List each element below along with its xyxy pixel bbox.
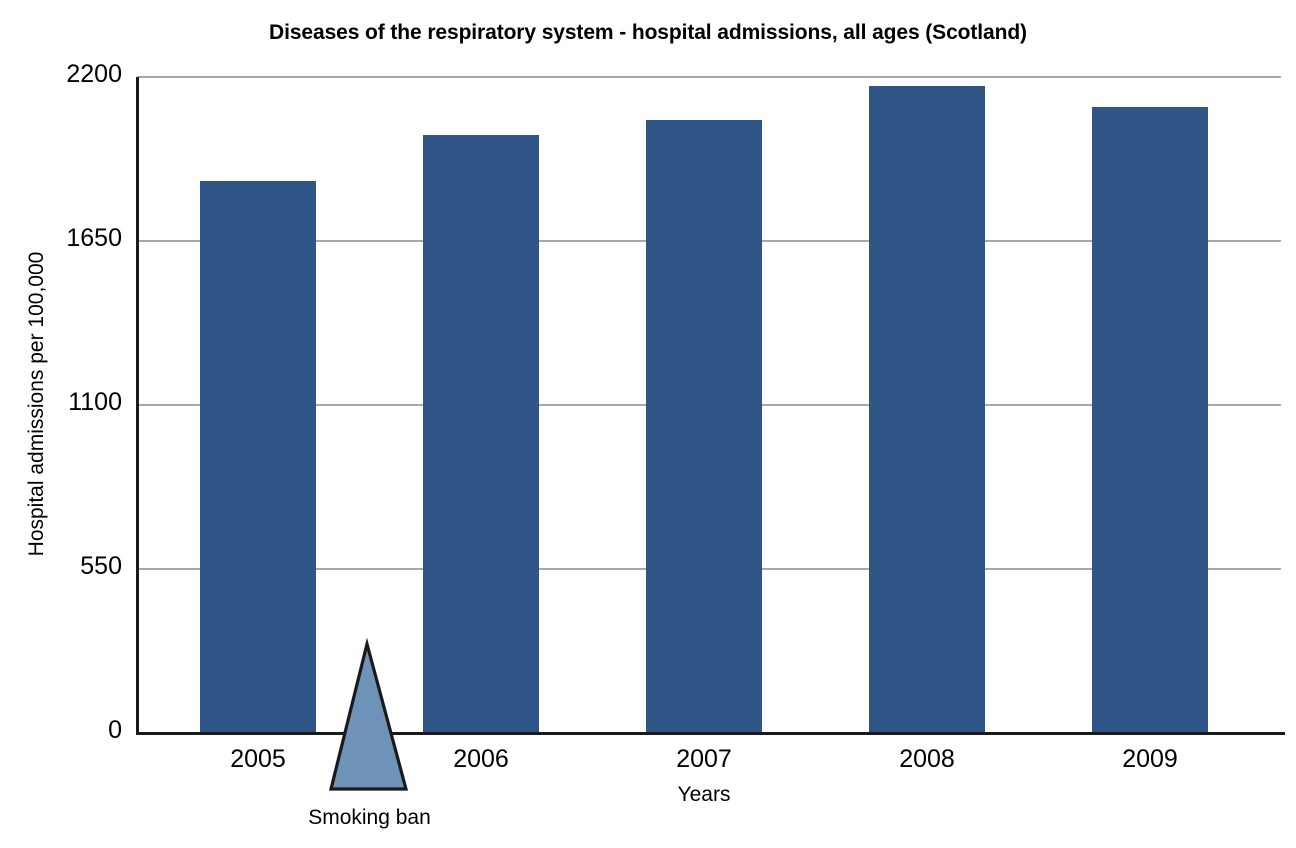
y-axis-tick-label: 1650	[66, 224, 122, 252]
plot-area	[137, 76, 1281, 733]
y-axis-tick-labels: 0 550 1100 1650 2200	[0, 0, 122, 848]
bar-2008[interactable]	[869, 85, 985, 733]
x-axis-tick-label: 2005	[230, 745, 286, 773]
x-axis-line	[137, 732, 1285, 735]
x-axis-title: Years	[677, 783, 731, 806]
smoking-ban-triangle-icon	[328, 637, 408, 791]
bar-2006[interactable]	[423, 135, 539, 733]
y-axis-tick-label: 2200	[66, 60, 122, 88]
x-axis-tick-label: 2007	[676, 745, 732, 773]
bar-2009[interactable]	[1092, 106, 1208, 733]
smoking-ban-label: Smoking ban	[308, 806, 431, 829]
chart-title: Diseases of the respiratory system - hos…	[269, 21, 1027, 44]
x-axis-tick-label: 2009	[1122, 745, 1178, 773]
bar-2005[interactable]	[200, 181, 316, 733]
y-axis-tick-label: 0	[108, 716, 122, 744]
gridline	[137, 76, 1281, 78]
bar-2007[interactable]	[646, 120, 762, 733]
x-axis-tick-label: 2006	[453, 745, 509, 773]
y-axis-line	[136, 77, 139, 735]
y-axis-tick-label: 550	[80, 552, 122, 580]
y-axis-tick-label: 1100	[68, 388, 122, 416]
x-axis-tick-label: 2008	[899, 745, 955, 773]
